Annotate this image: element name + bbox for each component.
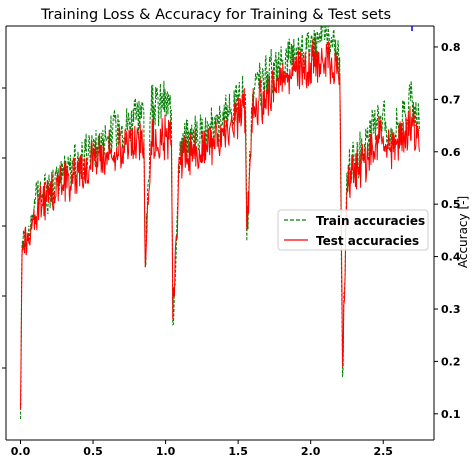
- y-axis-ticks: 0.1 0.2 0.3 0.4 0.5 0.6 0.7 0.8: [434, 41, 461, 421]
- series-test-line: [20, 36, 420, 409]
- x-tick-label: 2.0: [301, 445, 321, 458]
- x-tick-label: 1.0: [156, 445, 176, 458]
- y-tick-label: 0.5: [441, 198, 461, 211]
- series-layer: [20, 25, 420, 420]
- x-axis-ticks: 0.0 0.5 1.0 1.5 2.0 2.5: [11, 440, 393, 458]
- x-tick-label: 0.0: [11, 445, 31, 458]
- legend-box: [277, 209, 429, 251]
- left-axis-ticks: [2, 87, 6, 369]
- y-tick-label: 0.2: [441, 355, 461, 368]
- legend-label-test: Test accuracies: [316, 234, 419, 248]
- y-tick-label: 0.4: [441, 251, 461, 264]
- legend: Train accuracies Test accuracies: [277, 209, 429, 251]
- y-tick-label: 0.1: [441, 408, 461, 421]
- x-tick-label: 1.5: [228, 445, 248, 458]
- y-tick-label: 0.3: [441, 303, 461, 316]
- chart-title: Training Loss & Accuracy for Training & …: [40, 7, 391, 23]
- y-axis-label: Accuracy [-]: [456, 196, 470, 268]
- y-tick-label: 0.8: [441, 41, 461, 54]
- legend-label-train: Train accuracies: [316, 214, 425, 228]
- y-tick-label: 0.6: [441, 146, 461, 159]
- y-tick-label: 0.7: [441, 93, 461, 106]
- axis-frame: [5, 25, 435, 441]
- x-tick-label: 0.5: [83, 445, 103, 458]
- x-tick-label: 2.5: [373, 445, 393, 458]
